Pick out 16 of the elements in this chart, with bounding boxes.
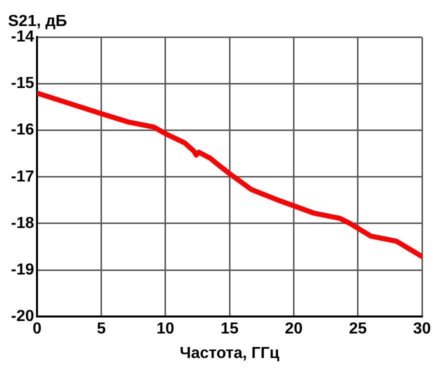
y-tick-label: -20 [11, 308, 34, 326]
y-tick-label: -14 [11, 28, 34, 46]
x-tick-label: 0 [32, 320, 42, 338]
y-tick-label: -16 [11, 122, 34, 139]
y-tick-label: -19 [11, 261, 34, 278]
x-tick-label: 20 [284, 320, 303, 338]
chart-title: S21, дБ [8, 13, 68, 30]
x-tick-label: 30 [413, 320, 431, 338]
y-tick-label: -18 [11, 214, 34, 232]
x-axis-title: Частота, ГГц [180, 344, 280, 362]
x-tick-label: 25 [348, 320, 367, 338]
x-tick-label: 5 [96, 320, 106, 338]
x-tick-label: 10 [156, 320, 174, 338]
y-tick-label: -15 [11, 75, 34, 92]
y-tick-label: -17 [11, 168, 34, 186]
x-tick-label: 15 [220, 320, 239, 338]
